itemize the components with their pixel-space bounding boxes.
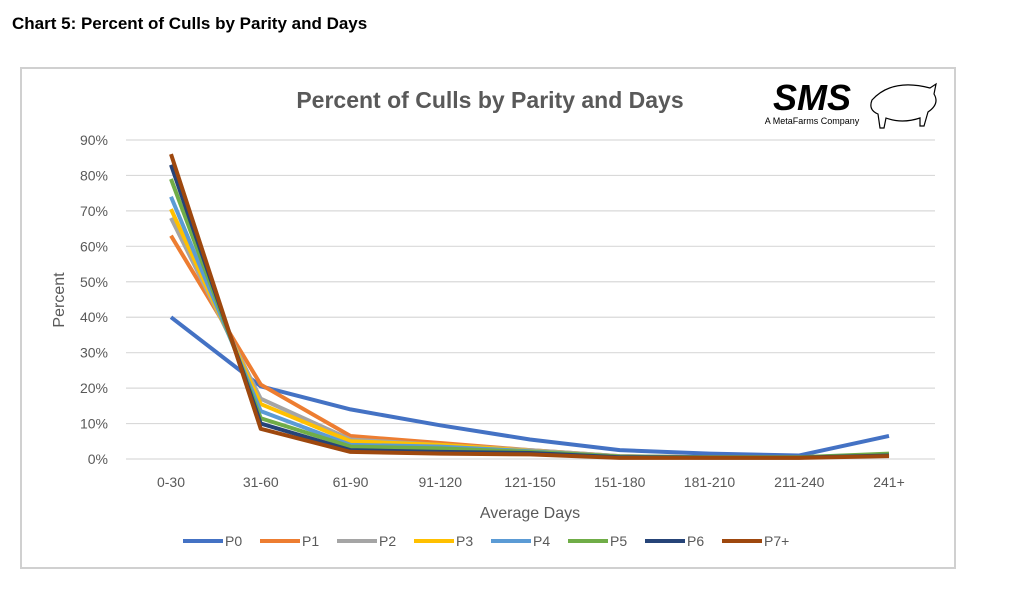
pig-icon [870, 82, 937, 129]
legend-label: P5 [610, 533, 627, 549]
x-tick-label: 121-150 [504, 474, 556, 490]
x-tick-label: 61-90 [333, 474, 369, 490]
x-axis-label: Average Days [480, 505, 580, 522]
x-tick-label: 151-180 [594, 474, 646, 490]
x-tick-label: 91-120 [418, 474, 462, 490]
y-tick-label: 70% [80, 203, 108, 219]
page-heading: Chart 5: Percent of Culls by Parity and … [12, 14, 368, 33]
x-tick-label: 241+ [873, 474, 905, 490]
logo-subtext: A MetaFarms Company [765, 116, 860, 126]
x-tick-label: 0-30 [157, 474, 185, 490]
x-tick-label: 31-60 [243, 474, 279, 490]
y-tick-label: 20% [80, 380, 108, 396]
x-tick-label: 211-240 [774, 474, 825, 490]
series-line-P7+ [169, 153, 890, 460]
series-line-P2 [169, 217, 890, 460]
y-tick-label: 10% [80, 416, 108, 432]
y-tick-label: 80% [80, 167, 108, 183]
y-tick-label: 60% [80, 238, 108, 254]
legend-label: P7+ [764, 533, 789, 549]
series-line-P4 [169, 195, 890, 460]
y-tick-label: 30% [80, 345, 108, 361]
y-tick-label: 90% [80, 132, 108, 148]
chart-frame [20, 67, 956, 569]
y-tick-label: 0% [88, 451, 108, 467]
legend-label: P2 [379, 533, 396, 549]
legend-label: P4 [533, 533, 550, 549]
y-axis-label: Percent [51, 272, 68, 328]
y-tick-label: 50% [80, 274, 108, 290]
series-line-P5 [169, 178, 890, 460]
logo-text: SMS [773, 77, 851, 118]
chart-title: Percent of Culls by Parity and Days [296, 87, 683, 113]
legend-label: P6 [687, 533, 704, 549]
sms-logo: SMS A MetaFarms Company [765, 77, 937, 129]
x-tick-label: 181-210 [684, 474, 736, 490]
legend-label: P3 [456, 533, 473, 549]
series-line-P0 [169, 315, 890, 458]
y-tick-label: 40% [80, 309, 108, 325]
legend-label: P0 [225, 533, 242, 549]
legend-label: P1 [302, 533, 319, 549]
